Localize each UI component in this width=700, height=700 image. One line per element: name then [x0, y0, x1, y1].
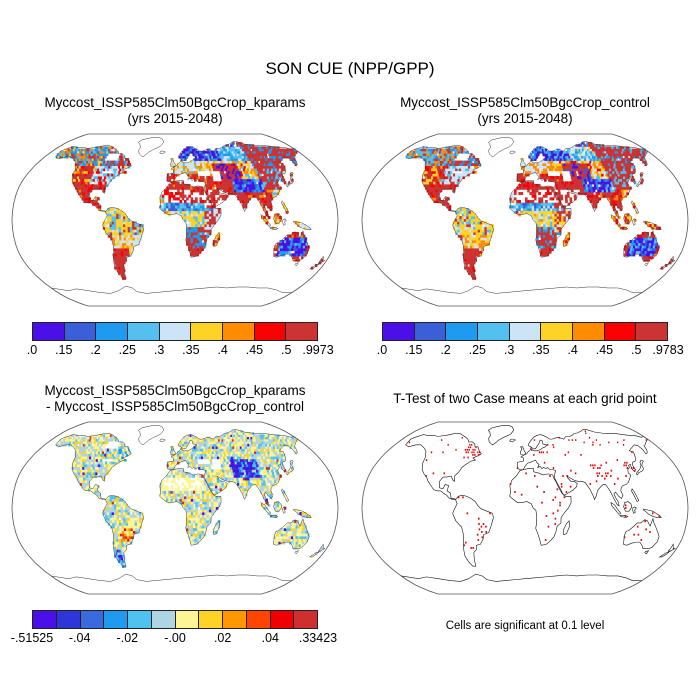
panel-kparams-title-line2: (yrs 2015-2048): [127, 111, 223, 126]
colorbar-segment: [128, 323, 160, 340]
colorbar-segment: [96, 323, 129, 340]
colorbar-segment: [175, 611, 200, 628]
colorbar-segment: [446, 323, 479, 340]
colorbar-tick-label: .0: [376, 343, 388, 357]
colorbar-difference: -.51525 -.04 -.02 -.00 .02 .04 .33423: [11, 610, 337, 648]
colorbar-segment: [33, 611, 57, 628]
colorbar-segment: [414, 323, 447, 340]
colorbar-bar: [32, 610, 318, 629]
colorbar-tick-label: .02: [213, 631, 232, 645]
colorbar-segment: [541, 323, 574, 340]
colorbar-tick-label: -.51525: [10, 631, 54, 645]
colorbar-tick-label: .4: [217, 343, 228, 357]
panel-control-title: Myccost_ISSP585Clm50BgcCrop_control (yrs…: [350, 92, 700, 130]
colorbar-kparams: .0 .15 .2 .25 .3 .35 .4 .45 .5 .9973: [27, 322, 334, 360]
panel-control: Myccost_ISSP585Clm50BgcCrop_control (yrs…: [350, 92, 700, 360]
map-canvas-control: [359, 130, 691, 310]
colorbar-control: .0 .15 .2 .25 .3 .35 .4 .45 .5 .9783: [377, 322, 684, 360]
colorbar-tick-label: .45: [245, 343, 264, 357]
panel-difference-title-line1: Myccost_ISSP585Clm50BgcCrop_kparams: [44, 383, 306, 398]
map-canvas-ttest: [359, 418, 691, 598]
colorbar-tick-label: .5: [631, 343, 642, 357]
colorbar-segment: [159, 323, 192, 340]
colorbar-segment: [151, 611, 176, 628]
colorbar-tick-label: .2: [90, 343, 101, 357]
colorbar-tick-label: .04: [261, 631, 280, 645]
panel-difference-title: Myccost_ISSP585Clm50BgcCrop_kparams - My…: [0, 380, 350, 418]
colorbar-segment: [478, 323, 510, 340]
colorbar-tick-label: .5: [281, 343, 292, 357]
colorbar-segment: [223, 323, 255, 340]
colorbar-segment: [254, 323, 287, 340]
colorbar-tick-label: .4: [567, 343, 578, 357]
colorbar-segment: [604, 323, 637, 340]
colorbar-segment: [223, 611, 247, 628]
panel-difference-title-line2: - Myccost_ISSP585Clm50BgcCrop_control: [45, 399, 305, 414]
colorbar-segment: [128, 611, 152, 628]
panel-kparams-title-line1: Myccost_ISSP585Clm50BgcCrop_kparams: [44, 95, 306, 110]
map-canvas-difference: [9, 418, 341, 598]
figure-title: SON CUE (NPP/GPP): [265, 59, 435, 78]
colorbar-tick-label: .2: [440, 343, 451, 357]
colorbar-segment: [573, 323, 605, 340]
colorbar-tick-label: .0: [26, 343, 38, 357]
colorbar-tick-label: -.02: [116, 631, 139, 645]
colorbar-labels: .0 .15 .2 .25 .3 .35 .4 .45 .5 .9783: [377, 343, 684, 360]
colorbar-segment: [286, 323, 318, 340]
panel-grid: Myccost_ISSP585Clm50BgcCrop_kparams (yrs…: [0, 92, 700, 648]
colorbar-tick-label: .15: [55, 343, 73, 357]
colorbar-bar: [382, 322, 668, 341]
colorbar-tick-label: .25: [468, 343, 487, 357]
colorbar-bar: [32, 322, 318, 341]
colorbar-tick-label: .33423: [298, 631, 338, 645]
colorbar-segment: [64, 323, 97, 340]
colorbar-tick-label: .35: [532, 343, 550, 357]
colorbar-segment: [509, 323, 542, 340]
colorbar-segment: [270, 611, 295, 628]
panel-ttest: T-Test of two Case means at each grid po…: [350, 380, 700, 648]
colorbar-segment: [199, 611, 223, 628]
colorbar-tick-label: .15: [405, 343, 423, 357]
panel-control-title-line2: (yrs 2015-2048): [477, 111, 573, 126]
colorbar-tick-label: .9783: [652, 343, 684, 357]
panel-ttest-title: T-Test of two Case means at each grid po…: [350, 380, 700, 418]
colorbar-segment: [294, 611, 317, 628]
colorbar-tick-label: -.00: [164, 631, 186, 645]
colorbar-tick-label: .45: [595, 343, 614, 357]
colorbar-tick-label: .9973: [302, 343, 334, 357]
panel-ttest-title-line1: T-Test of two Case means at each grid po…: [393, 391, 657, 406]
colorbar-segment: [383, 323, 415, 340]
map-canvas-kparams: [9, 130, 341, 310]
colorbar-labels: .0 .15 .2 .25 .3 .35 .4 .45 .5 .9973: [27, 343, 334, 360]
colorbar-labels: -.51525 -.04 -.02 -.00 .02 .04 .33423: [11, 631, 337, 648]
colorbar-segment: [636, 323, 668, 340]
ttest-caption: Cells are significant at 0.1 level: [445, 620, 605, 632]
colorbar-tick-label: .3: [503, 343, 515, 357]
panel-kparams-title: Myccost_ISSP585Clm50BgcCrop_kparams (yrs…: [0, 92, 350, 130]
panel-difference: Myccost_ISSP585Clm50BgcCrop_kparams - My…: [0, 380, 350, 648]
colorbar-tick-label: .3: [153, 343, 165, 357]
colorbar-tick-label: .25: [118, 343, 137, 357]
colorbar-segment: [80, 611, 105, 628]
colorbar-segment: [191, 323, 224, 340]
colorbar-tick-label: -.04: [68, 631, 91, 645]
colorbar-segment: [56, 611, 81, 628]
colorbar-segment: [33, 323, 65, 340]
panel-control-title-line1: Myccost_ISSP585Clm50BgcCrop_control: [400, 95, 650, 110]
panel-kparams: Myccost_ISSP585Clm50BgcCrop_kparams (yrs…: [0, 92, 350, 360]
colorbar-segment: [246, 611, 271, 628]
colorbar-tick-label: .35: [182, 343, 200, 357]
colorbar-segment: [104, 611, 128, 628]
